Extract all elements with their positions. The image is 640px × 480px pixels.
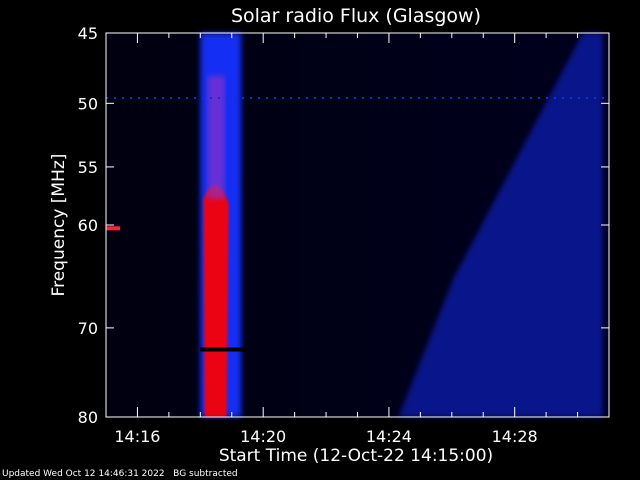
spectrogram-features <box>106 33 609 417</box>
burst-core-emission <box>203 185 229 417</box>
drifting-emission <box>398 33 603 417</box>
y-tick-label: 60 <box>78 216 98 235</box>
footer: Updated Wed Oct 12 14:46:31 2022 BG subt… <box>2 469 238 479</box>
y-tick-label: 45 <box>78 24 98 43</box>
x-axis-label: Start Time (12-Oct-22 14:15:00) <box>219 446 493 466</box>
burst-upper-emission <box>207 76 225 199</box>
y-axis: 45 50 55 60 70 80 <box>78 24 609 427</box>
y-axis-label: Frequency [MHz] <box>49 154 69 297</box>
plot-area <box>105 32 610 418</box>
x-tick-label: 14:24 <box>366 427 412 446</box>
rfi-blip <box>106 226 121 231</box>
background-note: BG subtracted <box>173 469 238 479</box>
y-tick-label: 50 <box>78 94 98 113</box>
updated-timestamp: Updated Wed Oct 12 14:46:31 2022 <box>2 469 165 479</box>
x-tick-label: 14:28 <box>492 427 538 446</box>
x-axis: 14:16 14:20 14:24 14:28 <box>105 33 610 446</box>
y-tick-label: 55 <box>78 158 98 177</box>
x-tick-label: 14:16 <box>114 427 160 446</box>
y-tick-label: 70 <box>78 319 98 338</box>
y-tick-label: 80 <box>78 408 98 427</box>
x-tick-label: 14:20 <box>240 427 286 446</box>
chart-title: Solar radio Flux (Glasgow) <box>231 5 481 27</box>
